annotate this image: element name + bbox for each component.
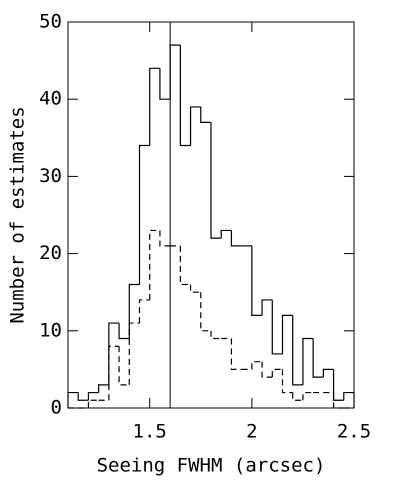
histogram-bin [159, 68, 171, 100]
x-tick-label: 2.5 [337, 421, 371, 443]
histogram-bin [77, 392, 89, 401]
histogram-bin [210, 122, 222, 239]
y-tick-label: 40 [39, 88, 62, 110]
histogram-bin [292, 392, 303, 401]
histogram-bin [230, 230, 242, 247]
histogram-bin [251, 361, 263, 370]
histogram-bin [220, 229, 232, 239]
histogram-bin [281, 314, 293, 354]
histogram-bin [128, 283, 140, 339]
x-axis-label: Seeing FWHM (arcsec) [97, 455, 326, 477]
histogram-bin [118, 346, 130, 386]
histogram-bin [169, 44, 181, 100]
histogram-bin [149, 229, 160, 300]
y-tick-label: 10 [39, 319, 62, 341]
y-tick-label: 20 [39, 242, 62, 264]
histogram-bin [179, 245, 191, 286]
histogram-bin [128, 322, 140, 385]
histogram-bin [149, 67, 160, 146]
histogram-bin [302, 337, 314, 385]
histogram-bin [200, 106, 211, 123]
histogram-bin [271, 368, 283, 378]
histogram-bin [138, 299, 150, 324]
histogram-bin [98, 384, 109, 393]
histogram-bin [230, 338, 242, 370]
histogram-bin [261, 361, 273, 378]
histogram-bin [251, 245, 263, 316]
histogram-bin [302, 391, 314, 401]
histogram-bin [189, 106, 201, 146]
histogram-bin [87, 391, 99, 401]
histogram-bin [292, 315, 303, 386]
histogram-bin [332, 392, 344, 409]
y-tick-label: 0 [51, 397, 62, 419]
histogram-bin [108, 345, 120, 401]
histogram-bin [179, 45, 191, 147]
y-tick-label: 30 [39, 165, 62, 187]
histogram-bin [200, 292, 211, 332]
histogram-bin [281, 369, 293, 394]
plot-frame [67, 21, 355, 409]
histogram-bin [189, 284, 201, 293]
histogram-bin [322, 368, 334, 378]
histogram-bin [332, 369, 344, 401]
histogram-bin [138, 144, 150, 285]
histogram-bin [312, 338, 324, 378]
histogram-bin [67, 391, 79, 408]
histogram-bin [108, 322, 120, 385]
histogram-bin [159, 230, 171, 247]
histogram-bin [343, 391, 355, 408]
x-tick-label: 2 [246, 421, 257, 443]
histogram-bin [87, 399, 99, 408]
y-tick-label: 50 [39, 11, 62, 33]
histogram-bin [261, 299, 273, 316]
histogram-bin [118, 323, 130, 340]
x-tick-label: 1.5 [133, 421, 167, 443]
y-axis-label: Number of estimates [7, 106, 29, 323]
histogram-bin [271, 299, 283, 355]
histogram-bin [210, 330, 222, 340]
